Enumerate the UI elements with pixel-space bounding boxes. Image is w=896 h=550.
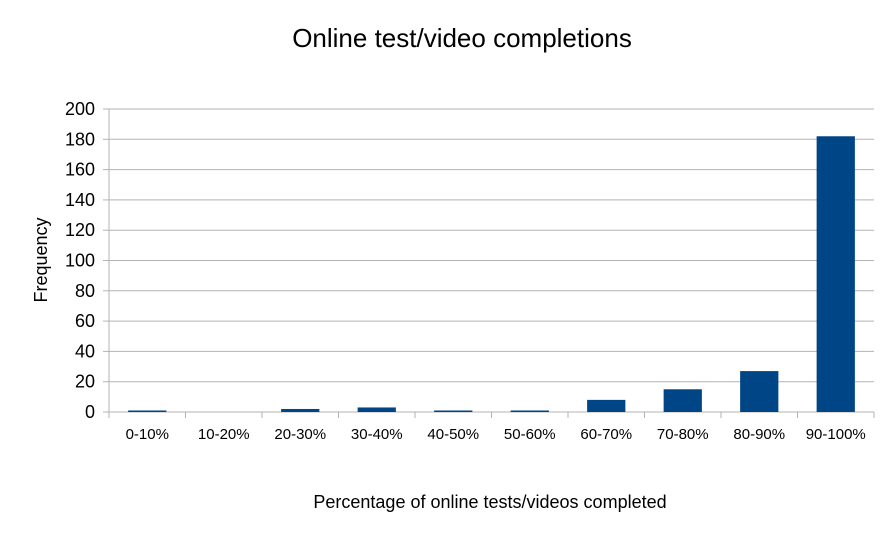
x-axis-label: Percentage of online tests/videos comple… <box>313 492 666 512</box>
bar-70-80% <box>663 389 702 412</box>
x-tick-label: 40-50% <box>427 426 479 443</box>
chart-title: Online test/video completions <box>292 23 632 53</box>
gridlines <box>109 108 874 383</box>
y-tick-label: 140 <box>65 190 95 210</box>
x-tick-label: 80-90% <box>733 426 785 443</box>
bar-30-40% <box>357 407 396 412</box>
bar-20-30% <box>281 408 320 412</box>
x-tick-label: 20-30% <box>274 426 326 443</box>
x-tick-labels: 0-10% 10-20% 20-30% 30-40% 40-50% 50-60% 60-70… <box>126 426 866 443</box>
y-tick-label: 40 <box>75 341 95 361</box>
x-tick-label: 10-20% <box>198 426 250 443</box>
y-tick-label: 180 <box>65 129 95 149</box>
x-tick-label: 70-80% <box>657 426 709 443</box>
bar-40-50% <box>434 410 473 412</box>
x-tick-label: 0-10% <box>126 426 169 443</box>
y-tick-labels: 0 20 40 60 80 100 120 140 160 180 200 <box>65 99 95 422</box>
bar-0-10% <box>128 410 167 412</box>
bar-60-70% <box>587 399 626 412</box>
y-tick-label: 60 <box>75 311 95 331</box>
y-tick-label: 160 <box>65 160 95 180</box>
y-tick-label: 120 <box>65 220 95 240</box>
y-tick-label: 200 <box>65 99 95 119</box>
bars <box>128 136 855 412</box>
y-tick-label: 0 <box>85 402 95 422</box>
x-tick-label: 30-40% <box>351 426 403 443</box>
bar-90-100% <box>816 136 855 412</box>
bar-80-90% <box>740 371 779 412</box>
x-tick-label: 50-60% <box>504 426 556 443</box>
y-tick-label: 100 <box>65 251 95 271</box>
bar-50-60% <box>510 410 549 412</box>
y-tick-label: 20 <box>75 372 95 392</box>
y-axis-label: Frequency <box>31 217 51 302</box>
y-tick-label: 80 <box>75 281 95 301</box>
x-tick-label: 90-100% <box>806 426 866 443</box>
x-tick-label: 60-70% <box>580 426 632 443</box>
